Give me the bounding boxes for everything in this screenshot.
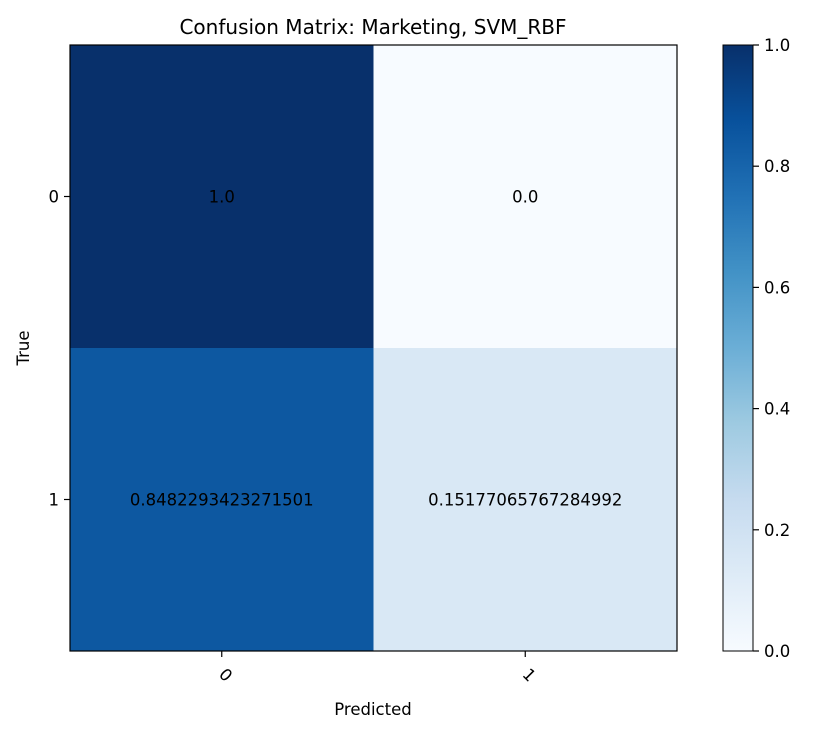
colorbar-tick-label-2: 0.4	[764, 400, 790, 419]
heatmap-cell-labels: 1.0 0.0 0.8482293423271501 0.15177065767284…	[130, 188, 622, 510]
colorbar-tick-label-5: 1.0	[764, 36, 790, 55]
cell-value-r0-c0: 1.0	[209, 188, 235, 207]
y-axis-label: True	[14, 330, 33, 366]
plot-frame	[69, 44, 678, 652]
cell-value-r0-c1: 0.0	[512, 188, 538, 207]
y-tick-label-1: 1	[49, 491, 60, 510]
colorbar-tick-label-4: 0.8	[764, 157, 790, 176]
heatmap-cells	[70, 45, 678, 652]
cell-value-r1-c1: 0.15177065767284992	[428, 491, 622, 510]
colorbar-tick-label-0: 0.0	[764, 642, 790, 661]
colorbar-tick-label-1: 0.2	[764, 521, 790, 540]
x-axis-label: Predicted	[334, 700, 411, 719]
heatmap-cell-r1-c0	[70, 348, 374, 652]
y-tick-label-0: 0	[49, 188, 60, 207]
x-tick-label-1: 1	[519, 665, 540, 686]
heatmap-cell-r0-c0	[70, 45, 374, 349]
colorbar-ticks: 0.0 0.2 0.4 0.6 0.8 1.0	[753, 36, 790, 661]
y-axis-ticks: 01	[49, 188, 70, 510]
cell-value-r1-c0: 0.8482293423271501	[130, 491, 314, 510]
chart-title: Confusion Matrix: Marketing, SVM_RBF	[179, 15, 566, 39]
heatmap-cell-r1-c1	[373, 348, 678, 652]
heatmap-cell-r0-c1	[373, 45, 678, 349]
colorbar-tick-label-3: 0.6	[764, 278, 790, 297]
colorbar	[722, 44, 754, 652]
x-tick-label-0: 0	[215, 665, 236, 686]
